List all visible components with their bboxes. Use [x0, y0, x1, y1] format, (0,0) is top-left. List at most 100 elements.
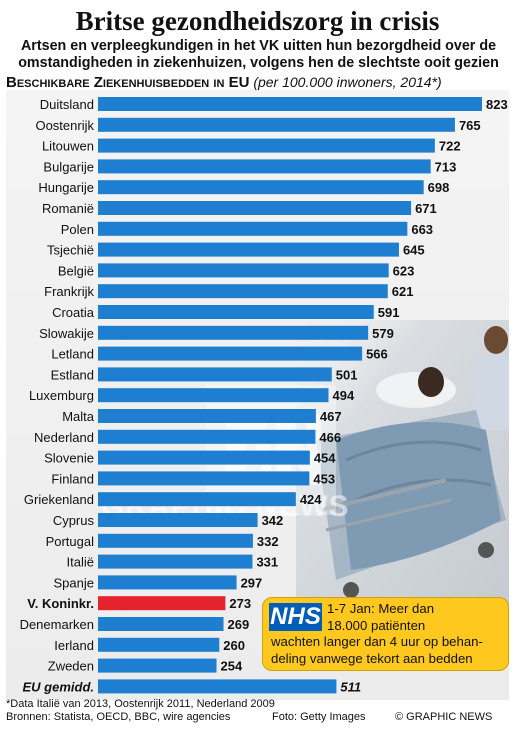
data-label: 621: [392, 284, 414, 299]
bar: [98, 284, 388, 299]
data-label: 823: [486, 97, 508, 112]
bar: [98, 575, 237, 590]
data-label: 566: [366, 347, 388, 362]
data-label: 698: [428, 180, 450, 195]
category-label: Romanië: [42, 201, 94, 216]
photo-credit: Foto: Getty Images: [272, 711, 366, 723]
category-label: Croatia: [52, 305, 95, 320]
data-label: 663: [411, 222, 433, 237]
category-label: Griekenland: [24, 492, 94, 507]
bar: [98, 471, 310, 486]
category-label: V. Koninkr.: [27, 596, 94, 611]
data-label: 671: [415, 201, 437, 216]
data-label: 501: [336, 367, 358, 382]
data-label: 713: [435, 159, 457, 174]
bar: [98, 159, 431, 174]
bar: [98, 367, 332, 382]
data-label: 579: [372, 326, 394, 341]
bar: [98, 679, 337, 694]
category-label: Finland: [51, 471, 94, 486]
data-label: 454: [314, 451, 336, 466]
chart-heading: Beschikbare Ziekenhuisbedden in EU (per …: [6, 74, 511, 91]
bar: [98, 325, 369, 340]
page-subtitle: Artsen en verpleegkundigen in het VK uit…: [18, 38, 499, 71]
data-label: 591: [378, 305, 400, 320]
bar: [98, 97, 482, 111]
bar: [98, 201, 412, 215]
bar: [98, 117, 455, 132]
bar: [98, 450, 310, 465]
callout-line: 18.000 patiënten: [327, 617, 426, 633]
category-label: Slowakije: [39, 326, 94, 341]
data-label: 765: [459, 118, 481, 133]
bar: [98, 554, 253, 569]
data-label: 722: [439, 139, 461, 154]
category-label: Frankrijk: [44, 284, 94, 299]
page-title: Britse gezondheidszorg in crisis: [75, 6, 440, 36]
callout-line: wachten langer dan 4 uur op behan-: [271, 634, 483, 649]
chart-heading-main: Beschikbare Ziekenhuisbedden in EU: [6, 74, 250, 91]
category-label: EU gemidd.: [22, 679, 94, 694]
bar: [98, 221, 408, 236]
data-label: 466: [319, 430, 341, 445]
bar: [98, 388, 329, 403]
category-label: Zweden: [48, 659, 94, 674]
category-label: Ierland: [54, 638, 94, 653]
category-label: Oostenrijk: [35, 118, 94, 133]
category-label: Denemarken: [20, 617, 94, 632]
footnote: *Data Italië van 2013, Oostenrijk 2011, …: [6, 698, 275, 710]
category-label: Letland: [51, 347, 94, 362]
data-label: 297: [241, 575, 263, 590]
data-label: 254: [221, 659, 243, 674]
data-label: 269: [228, 617, 250, 632]
category-label: Luxemburg: [29, 388, 94, 403]
chart-panel: GRAPHIC NEWS Duitsland 823 Oostenrijk 765 Li…: [6, 90, 509, 700]
category-label: België: [58, 263, 94, 278]
bar: [98, 409, 316, 423]
nhs-callout: NHS 1-7 Jan: Meer dan 18.000 patiënten w…: [262, 597, 509, 671]
data-label: 645: [403, 243, 425, 258]
bar: [98, 596, 226, 611]
copyright: © GRAPHIC NEWS: [395, 711, 493, 723]
category-label: Duitsland: [40, 97, 94, 112]
data-label: 511: [340, 679, 361, 694]
data-label: 331: [256, 555, 278, 570]
data-label: 424: [300, 492, 322, 507]
bar: [98, 263, 389, 278]
nhs-logo: NHS: [269, 603, 322, 631]
data-label: 623: [393, 263, 415, 278]
bar: [98, 346, 363, 361]
category-label: Tsjechië: [47, 243, 94, 258]
bar: [98, 242, 399, 257]
category-label: Hungarije: [38, 180, 94, 195]
category-label: Estland: [51, 367, 94, 382]
category-label: Malta: [62, 409, 95, 424]
data-label: 453: [313, 471, 335, 486]
callout-line: deling vanwege tekort aan bedden: [271, 650, 473, 666]
data-label: 494: [332, 388, 354, 403]
category-label: Italië: [67, 555, 94, 570]
category-label: Portugal: [46, 534, 95, 549]
bar: [98, 305, 374, 319]
bar: [98, 429, 316, 444]
bar: [98, 658, 217, 673]
callout-line: 1-7 Jan: Meer dan: [327, 601, 435, 616]
bar: [98, 492, 296, 507]
chart-heading-unit: (per 100.000 inwoners, 2014*): [253, 74, 442, 90]
sources: Bronnen: Statista, OECD, BBC, wire agenc…: [6, 711, 231, 723]
category-label: Slovenie: [44, 451, 94, 466]
category-label: Bulgarije: [43, 159, 94, 174]
category-label: Polen: [61, 222, 94, 237]
bar: [98, 637, 220, 652]
category-label: Spanje: [54, 575, 94, 590]
bar: [98, 533, 253, 548]
data-label: 467: [320, 409, 342, 424]
data-label: 273: [229, 596, 251, 611]
bar: [98, 617, 224, 631]
data-label: 342: [262, 513, 284, 528]
bar: [98, 138, 435, 153]
bar-chart: Duitsland 823 Oostenrijk 765 Litouwen 722 Bulg…: [20, 97, 508, 694]
data-label: 332: [257, 534, 279, 549]
category-label: Nederland: [34, 430, 94, 445]
category-label: Litouwen: [42, 139, 94, 154]
